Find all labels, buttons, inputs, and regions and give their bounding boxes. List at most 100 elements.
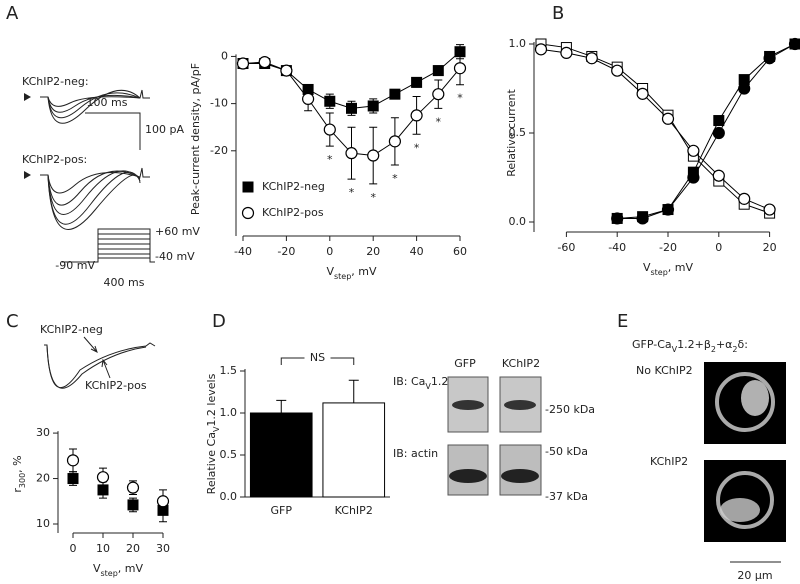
y-tick-label: 0.0	[509, 215, 527, 228]
marker	[66, 454, 80, 467]
x-axis-label-part: step	[650, 268, 667, 277]
x-axis-label-part: V	[93, 562, 101, 575]
arrow	[101, 358, 111, 379]
error-bar	[348, 379, 359, 403]
marker	[636, 87, 649, 100]
trace-label: KChIP2-pos	[85, 379, 147, 392]
x-tick-label: KChIP2	[335, 504, 373, 517]
y-axis-label-part: Relative Ca	[205, 432, 218, 494]
image-title-part: +α	[716, 338, 732, 351]
marker	[763, 52, 776, 65]
lane-label: KChIP2	[502, 357, 540, 370]
marker	[432, 65, 444, 77]
marker	[432, 88, 445, 101]
marker	[411, 76, 423, 88]
marker	[156, 495, 170, 508]
current-traces	[40, 89, 150, 230]
y-tick-label: 1.0	[220, 406, 238, 419]
y-tick-label: 0.5	[509, 126, 527, 139]
bracket-gap	[304, 351, 331, 365]
x-axis-label: Vstep, mV	[93, 562, 144, 578]
image-title-part: δ:	[738, 338, 748, 351]
marker	[367, 149, 380, 162]
lane-label: GFP	[454, 357, 476, 370]
marker	[611, 64, 624, 77]
scale-label: 100 ms	[87, 96, 128, 109]
band	[504, 400, 536, 410]
marker	[661, 112, 675, 125]
image-label: No KChIP2	[636, 364, 693, 377]
x-tick-label: 30	[156, 542, 170, 555]
y-tick-label: 0.5	[220, 448, 238, 461]
marker	[611, 212, 624, 225]
y-axis-label-part: , %	[11, 455, 24, 472]
y-tick-label: 20	[36, 472, 50, 485]
cell	[741, 380, 769, 416]
x-axis-label: Vstep, mV	[643, 261, 694, 277]
band	[449, 469, 487, 483]
significance: *	[370, 191, 376, 204]
annotation: NS	[310, 351, 325, 364]
y-axis-label: Peak-current density, pA/pF	[189, 63, 202, 215]
marker	[345, 147, 358, 160]
y-axis-label-part: V	[212, 426, 221, 432]
panel-label: D	[212, 311, 226, 332]
x-tick-label: -20	[277, 245, 295, 258]
image-label: KChIP2	[650, 455, 688, 468]
error-bar	[276, 399, 287, 413]
blot-row-label-part: 1.2	[431, 375, 449, 388]
current-traces	[44, 342, 156, 389]
trace-label: KChIP2-neg:	[22, 75, 89, 88]
protocol-label: -40 mV	[155, 250, 195, 263]
y-tick-label: 10	[36, 517, 50, 530]
y-axis-label: Relative CaV1.2 levels	[205, 373, 221, 494]
marker	[302, 92, 315, 105]
marker	[258, 55, 271, 69]
cell	[715, 372, 775, 432]
blot-row-label: IB: actin	[393, 447, 438, 460]
marker	[687, 144, 700, 157]
x-tick-label: -60	[557, 241, 575, 254]
protocol-label: 400 ms	[104, 276, 145, 289]
x-tick-label: 20	[366, 245, 380, 258]
bar	[249, 412, 313, 498]
marker	[712, 169, 725, 182]
significance: *	[414, 141, 420, 154]
marker	[236, 57, 250, 70]
image-title-part: GFP-Ca	[632, 338, 672, 351]
scale-bar	[85, 112, 141, 150]
marker	[763, 203, 776, 216]
panel-label: E	[617, 311, 628, 332]
series-line	[540, 43, 770, 214]
mw-marker: -250 kDa	[545, 403, 595, 416]
y-tick-label: 1.0	[509, 37, 527, 50]
x-axis-label-part: , mV	[118, 562, 144, 575]
voltage-protocol	[62, 228, 155, 263]
x-tick-label: GFP	[271, 504, 293, 517]
significance: *	[349, 186, 355, 199]
marker	[280, 64, 293, 77]
y-axis-label-part: r	[11, 488, 24, 493]
blot-row-label: IB: CaV1.2	[393, 375, 448, 391]
image-title-part: 2	[732, 345, 737, 354]
blot-row-label-part: IB: actin	[393, 447, 438, 460]
x-tick-label: 60	[453, 245, 467, 258]
marker	[96, 471, 110, 484]
marker	[346, 102, 357, 114]
y-axis-label-part: Relative current	[505, 89, 518, 177]
arrow	[83, 336, 98, 353]
marker	[788, 37, 800, 51]
legend-label: KChIP2-pos	[262, 206, 324, 219]
marker	[585, 52, 598, 65]
y-axis-label: Relative current	[505, 89, 518, 177]
series-line	[617, 43, 796, 219]
significance: *	[436, 115, 442, 128]
y-axis-label-part: 300	[18, 473, 27, 488]
marker	[712, 126, 725, 140]
scale-label: 20 μm	[737, 569, 772, 582]
y-tick-label: -10	[210, 97, 228, 110]
x-axis-label-part: V	[643, 261, 651, 274]
marker	[126, 481, 140, 494]
scale-label: 100 pA	[145, 123, 184, 136]
blot-row-label-part: IB: Ca	[393, 375, 425, 388]
